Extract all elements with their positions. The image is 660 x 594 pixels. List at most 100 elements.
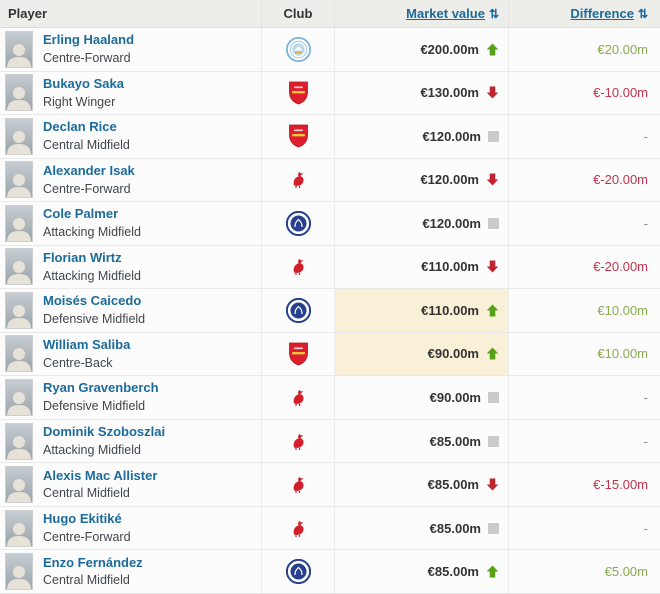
difference-cell: €-10.00m bbox=[508, 71, 660, 115]
player-name-link[interactable]: Cole Palmer bbox=[43, 206, 119, 222]
club-badge[interactable] bbox=[288, 81, 309, 105]
player-photo[interactable] bbox=[5, 379, 33, 417]
player-position: Centre-Forward bbox=[43, 51, 131, 66]
player-cell: Florian Wirtz Attacking Midfield bbox=[0, 246, 261, 289]
liverpool-badge-icon bbox=[293, 172, 304, 189]
player-photo[interactable] bbox=[5, 509, 33, 547]
club-cell bbox=[261, 202, 334, 245]
player-name-link[interactable]: Alexander Isak bbox=[43, 162, 135, 178]
player-photo[interactable] bbox=[5, 161, 33, 199]
player-position: Defensive Midfield bbox=[43, 399, 146, 414]
player-photo[interactable] bbox=[5, 335, 33, 373]
player-cell: Declan Rice Central Midfield bbox=[0, 115, 261, 158]
person-silhouette-icon bbox=[7, 217, 31, 241]
club-badge[interactable] bbox=[290, 475, 306, 494]
market-value-sort-link[interactable]: Market value bbox=[406, 6, 485, 21]
trend-indicator bbox=[486, 260, 499, 273]
trend-indicator bbox=[488, 130, 499, 142]
person-silhouette-icon bbox=[7, 479, 31, 503]
club-badge[interactable] bbox=[290, 170, 306, 189]
market-value-text: €120.00m bbox=[420, 172, 479, 188]
player-info: Moisés Caicedo Defensive Midfield bbox=[43, 293, 145, 327]
player-position: Defensive Midfield bbox=[43, 312, 146, 327]
player-photo[interactable] bbox=[5, 422, 33, 460]
player-photo[interactable] bbox=[5, 30, 33, 68]
club-badge[interactable] bbox=[290, 519, 306, 538]
person-silhouette-icon bbox=[7, 522, 31, 546]
table-row: Hugo Ekitiké Centre-Forward €85.00m - bbox=[0, 505, 660, 550]
table-row: Moisés Caicedo Defensive Midfield €110.0… bbox=[0, 288, 660, 332]
liverpool-badge-icon bbox=[293, 433, 304, 450]
club-cell bbox=[261, 419, 334, 463]
player-info: Hugo Ekitiké Centre-Forward bbox=[43, 511, 131, 545]
table-row: Enzo Fernández Central Midfield €85.00m … bbox=[0, 549, 660, 593]
trend-indicator bbox=[486, 86, 499, 99]
club-badge[interactable] bbox=[288, 342, 309, 366]
player-photo[interactable] bbox=[5, 466, 33, 504]
market-value-cell: €200.00m bbox=[334, 28, 508, 71]
player-cell: Dominik Szoboszlai Attacking Midfield bbox=[0, 420, 261, 463]
player-info: Alexis Mac Allister Central Midfield bbox=[43, 468, 157, 502]
difference-text: - bbox=[643, 520, 648, 536]
market-value-text: €200.00m bbox=[420, 41, 479, 57]
player-photo[interactable] bbox=[5, 74, 33, 112]
difference-cell: €-20.00m bbox=[508, 245, 660, 289]
player-name-link[interactable]: William Saliba bbox=[43, 336, 131, 352]
sort-arrows-icon[interactable]: ⇅ bbox=[637, 6, 648, 21]
player-photo[interactable] bbox=[5, 117, 33, 155]
player-info: Bukayo Saka Right Winger bbox=[43, 76, 124, 110]
arrow-up-icon bbox=[486, 43, 499, 56]
club-badge[interactable] bbox=[285, 559, 311, 585]
player-cell: Bukayo Saka Right Winger bbox=[0, 72, 261, 115]
difference-cell: - bbox=[508, 202, 660, 245]
trend-indicator bbox=[486, 565, 499, 578]
club-badge[interactable] bbox=[285, 36, 311, 62]
club-badge[interactable] bbox=[290, 388, 306, 407]
player-photo[interactable] bbox=[5, 553, 33, 591]
player-name-link[interactable]: Hugo Ekitiké bbox=[43, 511, 122, 527]
player-name-link[interactable]: Alexis Mac Allister bbox=[43, 467, 158, 483]
difference-sort-link[interactable]: Difference bbox=[570, 6, 634, 21]
difference-text: €10.00m bbox=[597, 346, 648, 362]
player-photo[interactable] bbox=[5, 291, 33, 329]
player-photo[interactable] bbox=[5, 204, 33, 242]
person-silhouette-icon bbox=[7, 304, 31, 328]
player-name-link[interactable]: Moisés Caicedo bbox=[43, 293, 142, 309]
arrow-up-icon bbox=[486, 565, 499, 578]
difference-text: €5.00m bbox=[604, 564, 648, 580]
player-cell: Ryan Gravenberch Defensive Midfield bbox=[0, 376, 261, 419]
table-row: Ryan Gravenberch Defensive Midfield €90.… bbox=[0, 375, 660, 419]
table-row: Declan Rice Central Midfield €120.00m - bbox=[0, 114, 660, 158]
table-row: Bukayo Saka Right Winger €130.00m €-10.0… bbox=[0, 70, 660, 115]
person-silhouette-icon bbox=[7, 392, 31, 416]
club-badge[interactable] bbox=[285, 210, 311, 236]
player-info: Declan Rice Central Midfield bbox=[43, 119, 130, 153]
club-cell bbox=[261, 550, 334, 593]
player-name-link[interactable]: Florian Wirtz bbox=[43, 249, 122, 265]
difference-cell: - bbox=[508, 506, 660, 550]
club-cell bbox=[261, 115, 334, 158]
club-badge[interactable] bbox=[290, 257, 306, 276]
club-badge[interactable] bbox=[285, 297, 311, 323]
player-name-link[interactable]: Bukayo Saka bbox=[43, 75, 124, 91]
player-name-link[interactable]: Declan Rice bbox=[43, 119, 117, 135]
trend-indicator bbox=[488, 392, 499, 404]
sort-arrows-icon[interactable]: ⇅ bbox=[488, 6, 499, 21]
market-value-text: €120.00m bbox=[422, 128, 481, 144]
player-column-header: Player bbox=[0, 0, 261, 27]
person-silhouette-icon bbox=[7, 261, 31, 285]
player-position: Central Midfield bbox=[43, 138, 130, 153]
club-cell bbox=[261, 376, 334, 419]
player-photo[interactable] bbox=[5, 248, 33, 286]
club-badge[interactable] bbox=[288, 124, 309, 148]
player-name-link[interactable]: Enzo Fernández bbox=[43, 554, 143, 570]
difference-cell: €-20.00m bbox=[508, 158, 660, 202]
club-badge[interactable] bbox=[290, 432, 306, 451]
player-name-link[interactable]: Erling Haaland bbox=[43, 32, 135, 48]
difference-text: - bbox=[643, 433, 648, 449]
player-name-link[interactable]: Ryan Gravenberch bbox=[43, 380, 159, 396]
market-value-text: €85.00m bbox=[427, 564, 479, 580]
difference-cell: €-15.00m bbox=[508, 463, 660, 506]
player-name-link[interactable]: Dominik Szoboszlai bbox=[43, 423, 166, 439]
player-cell: Erling Haaland Centre-Forward bbox=[0, 28, 261, 71]
